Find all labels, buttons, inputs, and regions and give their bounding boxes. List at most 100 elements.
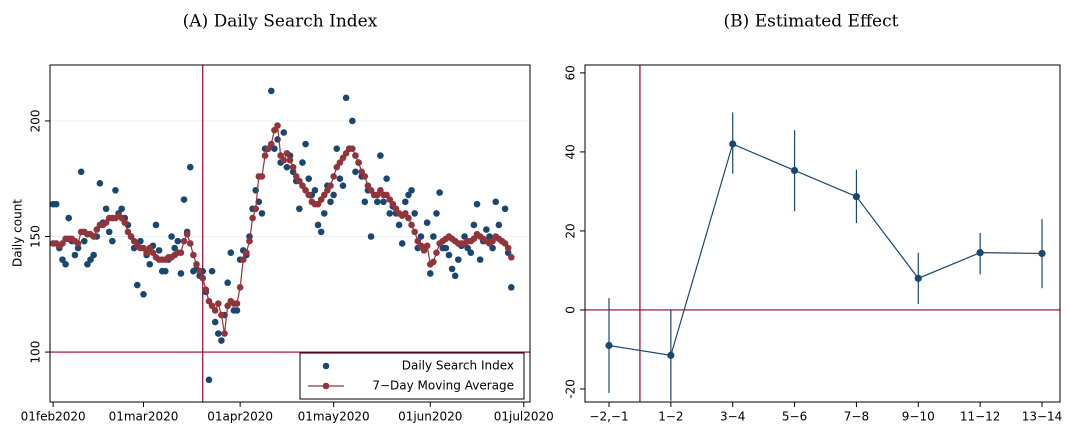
data-point [414, 237, 422, 245]
data-point [408, 186, 415, 194]
data-point [342, 94, 350, 102]
data-point [271, 145, 278, 152]
data-point [74, 244, 82, 252]
data-point [501, 240, 509, 247]
data-point [90, 233, 97, 240]
data-point [433, 249, 440, 256]
data-point [355, 159, 362, 166]
data-point [470, 221, 478, 229]
data-point [233, 307, 241, 314]
data-point [186, 240, 194, 247]
data-point [246, 237, 253, 245]
data-point [146, 260, 154, 268]
data-point [417, 233, 425, 240]
data-point [84, 260, 91, 268]
y-tick-label: 100 [29, 341, 43, 364]
y-tick-label: 200 [29, 109, 43, 132]
data-point [267, 140, 275, 148]
data-point [87, 256, 94, 263]
data-point [314, 221, 322, 229]
estimate-point [1038, 249, 1046, 258]
data-point [71, 251, 79, 259]
data-point [417, 242, 425, 250]
data-point [177, 249, 185, 256]
data-point [146, 244, 154, 252]
data-point [489, 237, 496, 245]
data-point [59, 256, 66, 263]
data-point [168, 233, 175, 240]
data-point [467, 249, 475, 256]
data-point [473, 200, 481, 208]
legend-marker [322, 362, 330, 370]
data-point [367, 233, 375, 240]
data-point [205, 376, 213, 384]
data-point [140, 244, 147, 252]
data-point [402, 198, 409, 206]
data-point [199, 274, 207, 282]
data-point [208, 267, 216, 275]
data-point [377, 152, 384, 159]
data-point [327, 182, 334, 189]
data-point [211, 318, 219, 326]
data-point [448, 265, 456, 273]
estimate-point [667, 351, 675, 359]
data-point [280, 156, 288, 164]
data-point [171, 244, 178, 252]
data-point [180, 196, 188, 203]
x-tick-label: 01feb2020 [21, 410, 86, 424]
legend-box [299, 352, 525, 400]
panel-b-title: (B) Estimated Effect [724, 12, 899, 32]
data-point [152, 221, 160, 229]
y-tick-label: 40 [564, 144, 578, 159]
data-point [302, 186, 309, 194]
data-point [489, 244, 496, 252]
x-tick-label: −2,−1 [589, 410, 628, 424]
data-point [243, 249, 250, 256]
data-point [402, 210, 409, 217]
estimate-point [790, 166, 799, 175]
data-point [283, 149, 291, 157]
data-point [311, 186, 319, 194]
data-point [239, 256, 247, 263]
data-point [80, 237, 88, 245]
data-point [405, 214, 412, 222]
data-point [296, 177, 303, 185]
data-point [445, 251, 453, 259]
data-point [155, 247, 163, 254]
data-point [258, 173, 266, 180]
data-point [149, 249, 157, 256]
data-point [327, 198, 334, 206]
y-tick-label: 0 [564, 306, 578, 314]
data-point [305, 191, 313, 199]
data-point [339, 154, 347, 162]
data-point [65, 214, 73, 222]
data-point [193, 260, 200, 268]
y-tick-label: 150 [29, 225, 43, 248]
data-point [90, 251, 97, 259]
data-point [211, 307, 219, 314]
data-point [451, 272, 459, 280]
data-point [504, 244, 512, 252]
x-tick-label: 7−8 [844, 410, 869, 424]
x-tick-label: 01mar2020 [109, 410, 179, 424]
data-point [383, 191, 390, 199]
data-point [455, 256, 462, 263]
data-point [296, 205, 303, 213]
data-point [96, 180, 104, 187]
data-point [464, 244, 471, 252]
data-point [215, 300, 222, 307]
data-point [292, 173, 300, 180]
data-point [255, 198, 263, 206]
data-point [420, 247, 428, 254]
data-point [317, 228, 325, 236]
data-point [118, 214, 125, 222]
data-point [373, 198, 381, 206]
data-point [461, 233, 468, 240]
data-point [305, 175, 313, 183]
y-tick-label: 20 [564, 223, 578, 238]
data-point [342, 149, 350, 157]
data-point [183, 230, 191, 238]
data-point [320, 191, 328, 199]
data-point [218, 311, 225, 319]
